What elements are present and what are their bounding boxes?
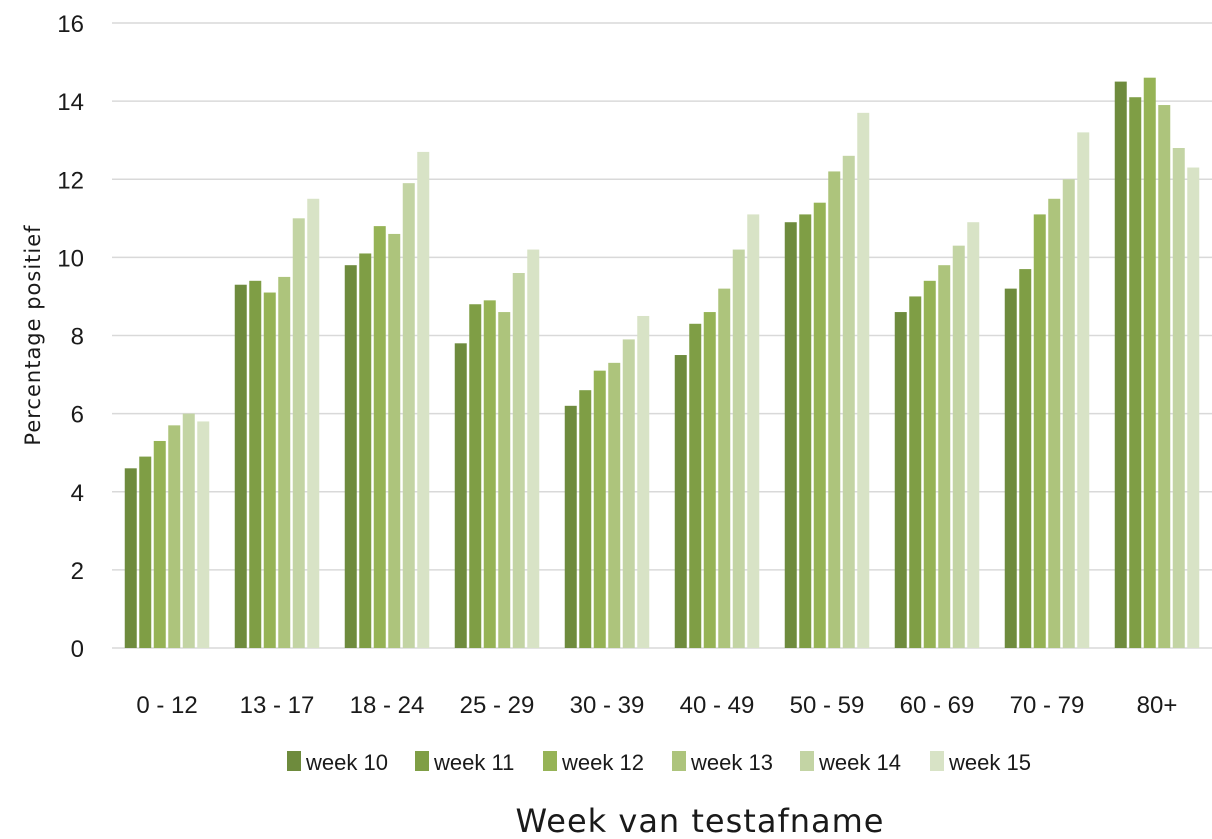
bar	[842, 155, 855, 648]
bar	[1114, 81, 1127, 648]
bar	[952, 245, 965, 648]
bar	[527, 249, 540, 648]
legend-swatch	[800, 751, 814, 771]
bar	[1129, 97, 1142, 648]
bar	[234, 284, 247, 648]
legend-label: week 11	[433, 750, 514, 775]
bar	[967, 222, 980, 648]
x-tick-label: 18 - 24	[350, 692, 425, 719]
y-tick-label: 0	[71, 636, 84, 663]
gridlines	[112, 22, 1212, 649]
bar	[197, 421, 210, 648]
bar	[1019, 269, 1032, 648]
x-tick-label: 50 - 59	[790, 692, 865, 719]
y-tick-label: 2	[71, 558, 84, 585]
bar	[417, 151, 430, 648]
bar	[674, 355, 687, 648]
y-tick-label: 10	[57, 245, 84, 272]
bar	[1172, 148, 1185, 648]
bar	[1062, 179, 1075, 648]
bar	[1048, 198, 1061, 648]
bars	[124, 77, 1200, 648]
bar	[454, 343, 467, 648]
x-tick-label: 13 - 17	[240, 692, 315, 719]
bar	[359, 253, 372, 648]
legend-swatch	[543, 751, 557, 771]
bar	[938, 265, 951, 648]
x-tick-label: 70 - 79	[1010, 692, 1085, 719]
bar	[622, 339, 635, 648]
bar	[373, 226, 386, 648]
x-tick-label: 60 - 69	[900, 692, 975, 719]
bar	[784, 222, 797, 648]
bar	[124, 468, 137, 648]
bar	[1143, 77, 1156, 648]
bar	[813, 202, 826, 648]
y-tick-label: 8	[71, 324, 84, 351]
bar	[307, 198, 320, 648]
bar	[512, 273, 525, 648]
y-tick-label: 4	[71, 480, 84, 507]
legend-swatch	[672, 751, 686, 771]
bar	[402, 183, 415, 648]
bar	[1187, 167, 1200, 648]
bar	[923, 280, 936, 648]
y-axis-label: Percentage positief	[21, 224, 45, 445]
x-tick-label: 25 - 29	[460, 692, 535, 719]
bar	[344, 265, 357, 648]
bar	[182, 413, 195, 648]
y-tick-label: 6	[71, 402, 84, 429]
legend-swatch	[415, 751, 429, 771]
x-tick-label: 40 - 49	[680, 692, 755, 719]
y-axis-ticks: 0 2 4 6 8 10 12 14 16	[57, 11, 84, 663]
bar	[718, 288, 731, 648]
x-tick-label: 80+	[1137, 692, 1178, 719]
y-tick-label: 14	[57, 89, 84, 116]
bar	[857, 112, 870, 648]
bar	[732, 249, 745, 648]
bar	[278, 276, 291, 648]
bar	[153, 440, 166, 648]
x-tick-label: 30 - 39	[570, 692, 645, 719]
bar	[1077, 132, 1090, 648]
bar	[292, 218, 305, 648]
legend-label: week 10	[305, 750, 388, 775]
bar	[139, 456, 152, 648]
legend-label: week 15	[948, 750, 1031, 775]
bar	[608, 362, 621, 648]
y-tick-label: 12	[57, 167, 84, 194]
bar	[1033, 214, 1046, 648]
bar	[799, 214, 812, 648]
legend-label: week 14	[818, 750, 901, 775]
legend-swatch	[287, 751, 301, 771]
bar	[593, 370, 606, 648]
bar	[1158, 105, 1171, 648]
bar	[579, 390, 592, 648]
bar	[564, 405, 577, 648]
bar	[1004, 288, 1017, 648]
legend-label: week 13	[690, 750, 773, 775]
x-axis-label: Week van testafname	[516, 802, 885, 839]
bar	[894, 312, 907, 648]
x-tick-label: 0 - 12	[136, 692, 197, 719]
bar	[249, 280, 262, 648]
bar	[168, 425, 181, 648]
bar	[909, 296, 922, 648]
bar	[263, 292, 276, 648]
bar	[483, 300, 496, 648]
legend-label: week 12	[561, 750, 644, 775]
bar	[689, 323, 702, 648]
bar	[498, 312, 511, 648]
bar	[469, 304, 482, 648]
bar	[828, 171, 841, 648]
legend-swatch	[930, 751, 944, 771]
bar	[388, 233, 401, 648]
x-axis-categories: 0 - 12 13 - 17 18 - 24 25 - 29 30 - 39 40 - 4…	[136, 692, 1177, 719]
bar	[637, 315, 650, 648]
y-tick-label: 16	[57, 11, 84, 38]
bar	[747, 214, 760, 648]
legend: week 10 week 11 week 12 week 13 week 14 week …	[287, 750, 1031, 775]
bar	[703, 312, 716, 648]
